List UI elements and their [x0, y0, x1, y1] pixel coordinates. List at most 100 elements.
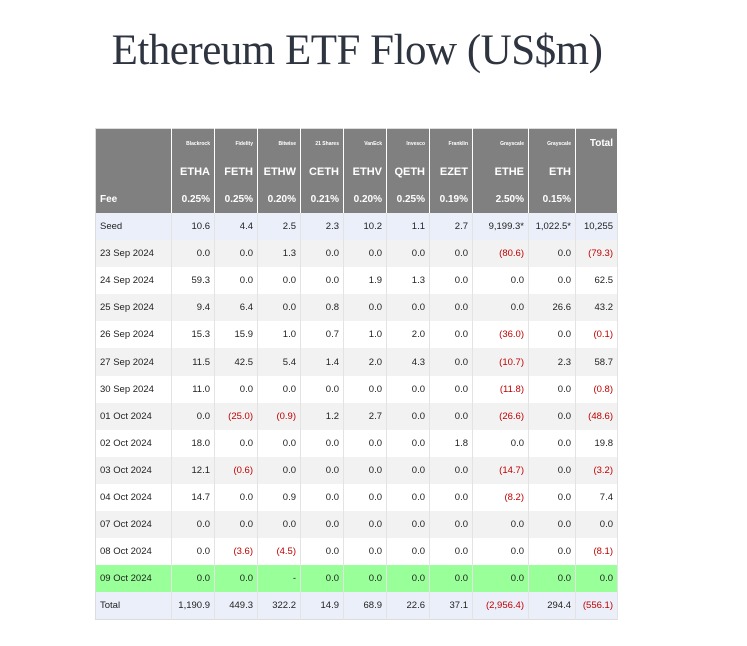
flow-cell: 0.0: [429, 538, 473, 566]
flow-cell: 37.1: [429, 592, 473, 620]
flow-cell: 0.0: [214, 267, 258, 295]
flow-cell: 0.0: [343, 483, 387, 512]
flow-cell: 0.0: [386, 483, 430, 512]
flow-cell: 42.5: [214, 348, 258, 376]
flow-cell: 22.6: [386, 592, 430, 620]
flow-cell: 0.0: [472, 565, 529, 593]
flow-cell: 0.0: [472, 538, 529, 566]
table-row: 04 Oct 2024 14.7 0.0 0.9 0.0 0.0 0.0 0.0 (8.2) 0.…: [95, 483, 618, 512]
row-label: 08 Oct 2024: [95, 538, 172, 566]
table-row: 26 Sep 2024 15.3 15.9 1.0 0.7 1.0 2.0 0.0 (36.0)…: [95, 321, 618, 349]
flow-cell: 9,199.3*: [472, 213, 529, 241]
flow-cell: 0.0: [386, 538, 430, 566]
ticker-label: EZET: [429, 158, 473, 185]
flow-cell: 0.0: [528, 565, 576, 593]
flow-cell: 0.0: [429, 402, 473, 430]
corner-cell: [95, 128, 172, 158]
row-label: 27 Sep 2024: [95, 348, 172, 376]
issuer-label: 21 Shares: [300, 128, 344, 158]
table-row: 24 Sep 2024 59.3 0.0 0.0 0.0 1.9 1.3 0.0 0.0 0.0 6…: [95, 267, 618, 295]
row-total-cell: (79.3): [575, 240, 618, 268]
flow-cell: 0.0: [300, 511, 344, 539]
flow-cell: 0.0: [257, 456, 301, 484]
flow-cell: 2.3: [528, 348, 576, 376]
row-total-cell: 0.0: [575, 565, 618, 593]
flow-cell: 59.3: [171, 267, 215, 295]
flow-cell: 1.3: [386, 267, 430, 295]
flow-cell: 0.0: [343, 538, 387, 566]
flow-cell: 0.0: [214, 565, 258, 593]
total-column-header: Total: [575, 128, 618, 158]
ticker-label: ETH: [528, 158, 576, 185]
row-total-cell: (8.1): [575, 538, 618, 566]
row-total-cell: (0.1): [575, 321, 618, 349]
flow-cell: 0.0: [300, 565, 344, 593]
flow-cell: 1.9: [343, 267, 387, 295]
total-row: Total 1,190.9 449.3 322.2 14.9 68.9 22.6 37.1 (2…: [95, 592, 618, 620]
flow-cell: 0.0: [171, 240, 215, 268]
flow-cell: 0.0: [214, 429, 258, 457]
flow-cell: (26.6): [472, 402, 529, 430]
issuer-label: Grayscale: [528, 128, 576, 158]
flow-cell: 1,022.5*: [528, 213, 576, 241]
flow-cell: 0.0: [429, 267, 473, 295]
flow-cell: (8.2): [472, 483, 529, 512]
row-label: 09 Oct 2024: [95, 565, 172, 593]
flow-cell: 11.0: [171, 375, 215, 403]
flow-cell: 0.0: [343, 294, 387, 322]
flow-cell: 0.0: [386, 402, 430, 430]
flow-cell: 0.0: [429, 294, 473, 322]
flow-cell: 0.0: [429, 565, 473, 593]
ticker-header-row: ETHA FETH ETHW CETH ETHV QETH EZET ETHE …: [95, 158, 618, 185]
table-row: 02 Oct 2024 18.0 0.0 0.0 0.0 0.0 0.0 1.8 0.0 0.0 1…: [95, 429, 618, 457]
flow-cell: 1.0: [257, 321, 301, 349]
flow-cell: (3.6): [214, 538, 258, 566]
flow-cell: 0.0: [528, 402, 576, 430]
flow-cell: 0.0: [472, 267, 529, 295]
row-total-cell: 10,255: [575, 213, 618, 241]
table-row: 27 Sep 2024 11.5 42.5 5.4 1.4 2.0 4.3 0.0 (10.7)…: [95, 348, 618, 376]
flow-cell: 0.0: [429, 348, 473, 376]
flow-cell: (0.6): [214, 456, 258, 484]
flow-cell: (11.8): [472, 375, 529, 403]
flow-cell: 10.2: [343, 213, 387, 241]
flow-cell: 0.0: [386, 456, 430, 484]
flow-cell: 449.3: [214, 592, 258, 620]
row-label: 03 Oct 2024: [95, 456, 172, 484]
row-label: 02 Oct 2024: [95, 429, 172, 457]
flow-cell: 0.0: [214, 375, 258, 403]
row-total-cell: (48.6): [575, 402, 618, 430]
fee-value: 0.15%: [528, 185, 576, 213]
row-total-cell: 58.7: [575, 348, 618, 376]
flow-cell: 0.0: [214, 483, 258, 512]
flow-cell: 0.0: [343, 375, 387, 403]
etf-flow-table: Blackrock Fidelity Bitwise 21 Shares Van…: [95, 128, 618, 621]
flow-cell: 1.0: [343, 321, 387, 349]
issuer-label: Invesco: [386, 128, 430, 158]
fee-value: 0.20%: [343, 185, 387, 213]
flow-cell: 0.0: [300, 267, 344, 295]
flow-cell: 0.0: [300, 538, 344, 566]
flow-cell: 0.0: [386, 511, 430, 539]
ticker-label: ETHW: [257, 158, 301, 185]
row-label: 23 Sep 2024: [95, 240, 172, 268]
fee-value: 0.25%: [386, 185, 430, 213]
flow-cell: 2.0: [343, 348, 387, 376]
fee-value: 0.19%: [429, 185, 473, 213]
flow-cell: 11.5: [171, 348, 215, 376]
row-label: 01 Oct 2024: [95, 402, 172, 430]
fee-value: 2.50%: [472, 185, 529, 213]
flow-cell: (80.6): [472, 240, 529, 268]
flow-cell: (25.0): [214, 402, 258, 430]
flow-cell: 0.0: [343, 456, 387, 484]
table-row: 01 Oct 2024 0.0 (25.0) (0.9) 1.2 2.7 0.0 0.0 (26…: [95, 402, 618, 430]
row-label: 04 Oct 2024: [95, 483, 172, 512]
flow-cell: (4.5): [257, 538, 301, 566]
flow-cell: 0.0: [343, 240, 387, 268]
flow-cell: 0.0: [386, 429, 430, 457]
ticker-label: FETH: [214, 158, 258, 185]
flow-cell: 1.2: [300, 402, 344, 430]
row-label: 30 Sep 2024: [95, 375, 172, 403]
row-label: 07 Oct 2024: [95, 511, 172, 539]
flow-cell: (10.7): [472, 348, 529, 376]
